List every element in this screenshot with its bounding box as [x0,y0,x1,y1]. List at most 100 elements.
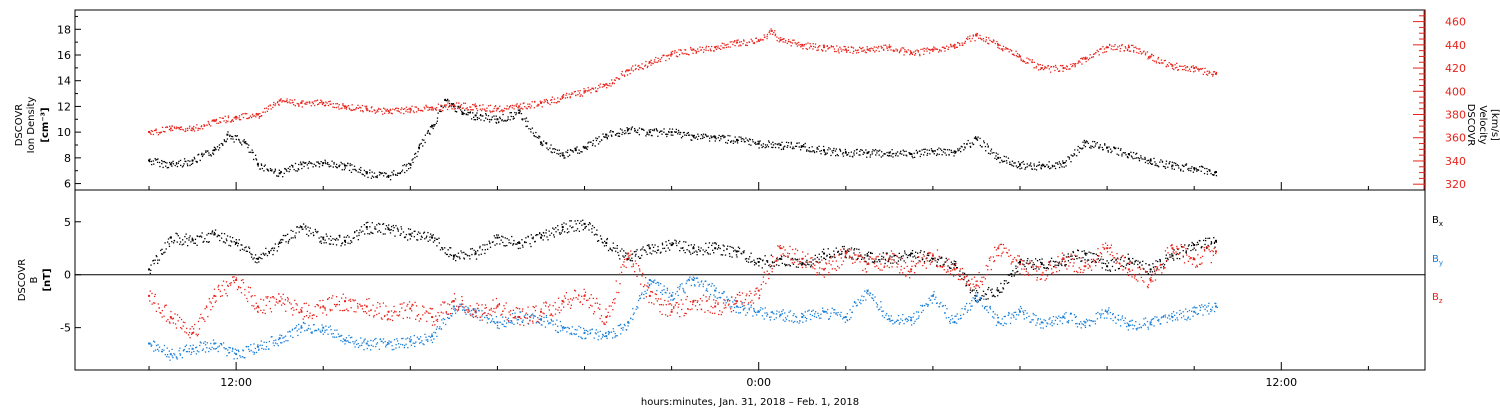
by-sample [743,308,745,310]
velocity-sample [1139,48,1141,50]
bx-sample [603,245,606,247]
velocity-sample [255,112,257,115]
bx-sample [949,267,951,269]
ion-density-sample [278,169,281,171]
ion-density-sample [938,147,940,149]
ion-density-sample [217,149,220,151]
velocity-sample [596,90,598,93]
velocity-sample [1157,56,1160,59]
by-sample [792,314,794,317]
ion-density-sample [713,135,715,137]
velocity-sample [1085,60,1087,63]
bx-sample [152,260,154,262]
ion-density-point [461,111,464,114]
velocity-sample [235,118,237,120]
bx-sample [1065,256,1068,258]
velocity-sample [680,49,682,52]
ion-density-sample [1043,166,1046,168]
velocity-sample [904,51,906,53]
ion-density-sample [963,149,965,151]
bx-sample [593,234,596,236]
top-left-tick-label: 12 [57,100,71,113]
velocity-sample [684,49,687,51]
ion-density-sample [1056,162,1058,164]
ion-density-sample [645,135,647,137]
ion-density-sample [822,145,825,148]
bx-sample [511,235,513,238]
ion-density-sample [1183,165,1185,168]
bx-sample [648,245,650,247]
velocity-sample [1092,56,1095,58]
ion-density-point [496,118,499,121]
by-sample [486,322,489,324]
by-sample [932,293,935,296]
velocity-sample [880,45,882,48]
bx-sample [709,253,711,255]
by-sample [785,318,788,321]
velocity-sample [171,125,173,127]
by-sample [619,323,622,326]
bx-sample [482,244,484,246]
bx-sample [209,232,211,235]
by-sample [357,346,360,348]
bx-sample [354,231,356,233]
by-sample [275,339,277,341]
ion-density-sample [979,144,981,147]
ion-density-sample [1053,165,1056,167]
by-point [256,345,259,348]
ion-density-sample [267,168,269,171]
ion-density-sample [707,135,709,137]
bx-sample [525,241,527,244]
bx-sample [294,237,296,239]
velocity-sample [270,108,272,110]
velocity-sample [320,99,322,101]
bx-sample [164,251,166,253]
velocity-sample [355,106,358,109]
ion-density-sample [221,143,224,145]
by-sample [632,308,634,310]
ion-density-sample [515,113,517,116]
bx-sample [371,222,373,224]
velocity-sample [729,46,731,48]
velocity-sample [1194,70,1196,72]
ion-density-sample [453,105,456,108]
by-sample [679,286,681,288]
velocity-sample [739,44,741,46]
by-sample [496,327,499,329]
by-sample [718,296,720,299]
velocity-sample [239,119,242,121]
ion-density-sample [1093,146,1095,149]
ion-density-sample [551,151,553,154]
velocity-sample [950,45,952,47]
ion-density-sample [819,150,821,152]
ion-density-sample [774,143,776,145]
velocity-sample [710,50,712,52]
velocity-sample [959,44,961,47]
ion-density-sample [1210,172,1212,175]
velocity-sample [862,46,864,49]
velocity-sample [630,69,633,71]
ion-density-sample [703,136,705,139]
velocity-sample [635,67,637,70]
by-sample [906,320,908,323]
bx-sample [1101,262,1103,264]
by-sample [202,348,204,350]
by-sample [1009,322,1012,325]
by-sample [656,289,658,292]
by-sample [435,328,438,330]
ion-density-sample [575,147,577,149]
ion-density-sample [841,153,844,155]
velocity-sample [445,106,447,108]
ion-density-sample [650,129,652,131]
velocity-sample [190,129,192,131]
ion-density-sample [567,149,569,151]
by-sample [562,326,565,328]
by-sample [474,308,476,310]
bx-point [496,236,499,239]
ion-density-sample [1021,161,1023,164]
velocity-sample [861,50,863,52]
bx-sample [1166,257,1169,260]
bx-sample [213,231,216,234]
bx-sample [980,297,983,299]
velocity-sample [1188,68,1191,70]
